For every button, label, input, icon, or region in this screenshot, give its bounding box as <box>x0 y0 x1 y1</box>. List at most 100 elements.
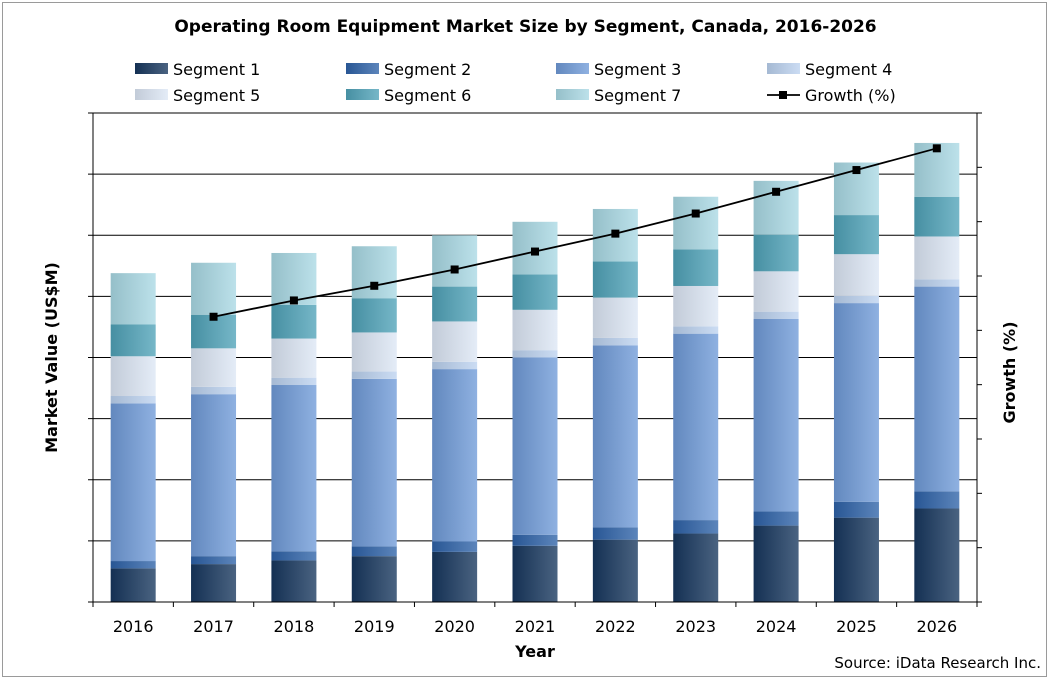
legend-swatch <box>767 63 800 74</box>
bar-segment <box>673 520 719 534</box>
bar-segment <box>271 551 317 561</box>
bar-segment <box>592 297 638 338</box>
chart-title: Operating Room Equipment Market Size by … <box>174 17 877 37</box>
bar-segment <box>753 271 799 312</box>
bar-segment <box>592 337 638 346</box>
bar-segment <box>432 235 478 287</box>
x-tick-label: 2023 <box>675 617 716 636</box>
legend-label: Segment 3 <box>594 60 681 79</box>
bar-segment <box>673 533 719 602</box>
legend-swatch <box>346 89 379 100</box>
bar-segment <box>351 378 397 547</box>
x-tick-label: 2016 <box>113 617 154 636</box>
bar-segment <box>914 196 960 237</box>
bar-segment <box>191 348 237 387</box>
bar-segment <box>914 286 960 492</box>
bar-segment <box>753 234 799 272</box>
bar-segment <box>592 261 638 298</box>
legend-swatch-marker <box>779 91 787 99</box>
legend-label: Segment 2 <box>384 60 471 79</box>
bar-segment <box>432 551 478 602</box>
bar-segment <box>753 511 799 526</box>
bar-segment <box>753 311 799 319</box>
legend-label: Segment 7 <box>594 86 681 105</box>
y2-axis-title: Growth (%) <box>1000 321 1019 423</box>
legend-swatch <box>135 63 168 74</box>
bar-segment <box>191 556 237 565</box>
bar-segment <box>512 274 558 310</box>
bar-segment <box>432 541 478 552</box>
bar-segment <box>673 285 719 327</box>
x-tick-label: 2017 <box>193 617 234 636</box>
bar-segment <box>191 394 237 557</box>
x-tick-label: 2026 <box>916 617 957 636</box>
bar-segment <box>592 539 638 602</box>
bar-segment <box>432 369 478 542</box>
bar-segment <box>351 298 397 333</box>
x-tick-label: 2019 <box>354 617 395 636</box>
legend-swatch <box>556 63 589 74</box>
x-tick-label: 2020 <box>434 617 475 636</box>
growth-marker <box>531 247 539 256</box>
bar-segment <box>351 556 397 602</box>
y-axis-title: Market Value (US$M) <box>42 262 61 453</box>
bar-segment <box>351 546 397 557</box>
bar-segment <box>432 286 478 322</box>
bar-segment <box>753 525 799 602</box>
bar-segment <box>271 385 317 552</box>
legend-label: Segment 6 <box>384 86 471 105</box>
bar-segment <box>271 304 317 339</box>
growth-marker <box>611 229 620 238</box>
bar-segment <box>191 564 237 602</box>
bar-segment <box>673 196 719 250</box>
x-axis-title: Year <box>514 642 555 661</box>
bar-segment <box>833 303 879 502</box>
bar-segment <box>833 215 879 255</box>
bar-segment <box>191 386 237 395</box>
legend-swatch <box>556 89 589 100</box>
legend-label: Segment 4 <box>805 60 892 79</box>
x-tick-label: 2018 <box>274 617 315 636</box>
bar-segment <box>351 246 397 299</box>
source-note: Source: iData Research Inc. <box>834 654 1041 672</box>
bar-segment <box>512 534 558 546</box>
bar-segment <box>110 403 156 562</box>
bar-segment <box>271 252 317 305</box>
growth-line <box>213 147 938 318</box>
legend-label: Growth (%) <box>805 86 896 105</box>
bar-segment <box>110 324 156 357</box>
growth-marker <box>772 187 781 196</box>
x-tick-label: 2021 <box>515 617 556 636</box>
bar-segment <box>833 254 879 296</box>
bar-segment <box>914 491 960 509</box>
bar-segment <box>753 318 799 512</box>
bar-segment <box>512 350 558 358</box>
bar-segment <box>833 295 879 304</box>
bar-segment <box>833 517 879 602</box>
bar-segment <box>432 361 478 370</box>
growth-marker <box>370 281 379 290</box>
bar-segment <box>110 273 156 325</box>
legend-swatch <box>135 89 168 100</box>
bar-segment <box>592 345 638 528</box>
x-tick-label: 2022 <box>595 617 636 636</box>
bar-segment <box>914 236 960 280</box>
legend-swatch <box>346 63 379 74</box>
growth-marker <box>852 166 861 175</box>
bar-segment <box>271 338 317 378</box>
bar-segment <box>512 309 558 351</box>
bar-segment <box>673 333 719 521</box>
bar-segment <box>351 371 397 379</box>
legend-label: Segment 5 <box>173 86 260 105</box>
bar-segment <box>191 262 237 315</box>
growth-marker <box>932 144 941 153</box>
growth-marker <box>691 209 700 218</box>
bar-segment <box>833 501 879 518</box>
bar-segment <box>110 356 156 397</box>
bar-segment <box>592 527 638 540</box>
bar-segment <box>110 561 156 569</box>
bar-segment <box>110 396 156 404</box>
bar-segment <box>351 332 397 372</box>
